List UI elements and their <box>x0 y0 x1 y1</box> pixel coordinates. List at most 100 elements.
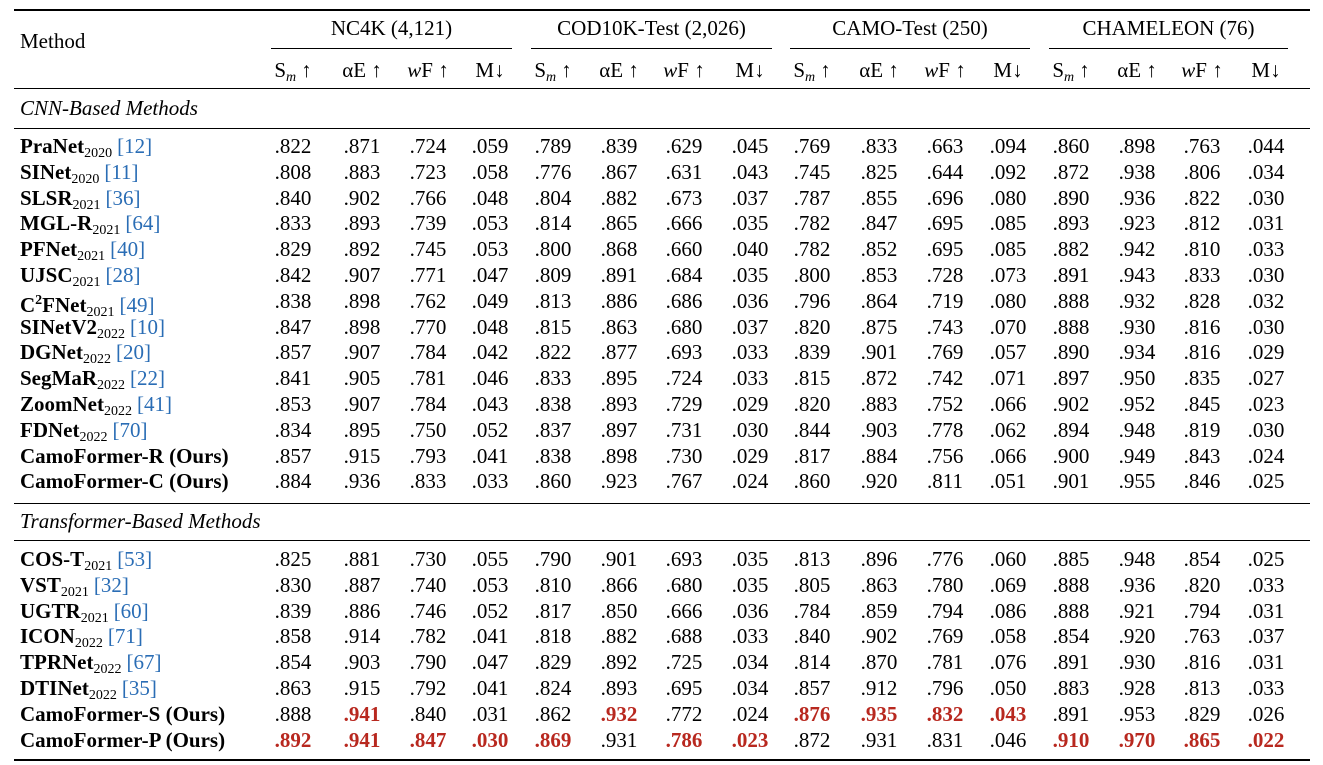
section-rule <box>14 540 1310 541</box>
metric-value: .666 <box>665 598 703 623</box>
metric-value: .897 <box>1052 366 1090 391</box>
metric-value: .794 <box>926 598 964 623</box>
metric-italic: w <box>924 58 939 82</box>
metric-value: .912 <box>860 676 898 700</box>
metric-value: .036 <box>731 288 769 313</box>
method-name: CamoFormer-S (Ours) <box>20 702 225 726</box>
metric-value: .893 <box>600 392 638 416</box>
metric-value: .858 <box>274 624 312 649</box>
header-rule <box>14 88 1310 89</box>
metric-value: .875 <box>860 314 898 339</box>
metric-value: .840 <box>793 624 831 649</box>
metric-value: .930 <box>1118 650 1156 675</box>
metric-value: .784 <box>409 340 447 365</box>
metric-value: .792 <box>409 676 447 700</box>
metric-value: .046 <box>471 366 509 391</box>
method-name: SINet2020 [11] <box>20 160 139 192</box>
metric-main: S <box>793 58 806 82</box>
metric-value: .903 <box>860 417 898 442</box>
metric-value: .750 <box>409 417 447 442</box>
metric-value: .789 <box>534 134 572 158</box>
metric-value: .932 <box>600 701 638 726</box>
metric-value: .030 <box>731 417 769 442</box>
metric-value: .890 <box>1052 340 1090 365</box>
metric-value: .884 <box>860 443 898 468</box>
metric-value: .898 <box>343 288 381 313</box>
metric-value: .680 <box>665 314 703 339</box>
metric-value: .813 <box>793 547 831 571</box>
metric-value: .854 <box>274 650 312 675</box>
metric-value: .923 <box>600 469 638 494</box>
metric-value: .888 <box>1052 314 1090 339</box>
method: COS-T <box>20 547 85 571</box>
citation: [49] <box>119 292 155 317</box>
metric-value: .833 <box>860 134 898 158</box>
metric-value: .902 <box>343 185 381 210</box>
method: CamoFormer-S (Ours) <box>20 701 226 726</box>
metric-header: αE ↑ <box>859 58 899 82</box>
citation: [40] <box>110 237 146 262</box>
metric-value: .891 <box>600 263 638 287</box>
metric-value: .853 <box>860 263 898 287</box>
method: C <box>20 292 36 317</box>
metric-value: .822 <box>534 340 572 365</box>
citation: [10] <box>130 314 165 339</box>
metric-value: .022 <box>1247 727 1285 752</box>
metric-value: .030 <box>1247 185 1285 210</box>
method-name: SegMaR2022 [22] <box>20 366 165 398</box>
metric-value: .846 <box>1183 469 1221 494</box>
metric-value: .829 <box>534 650 572 675</box>
metric-suffix: ↑ <box>820 58 831 82</box>
metric-value: .857 <box>793 676 831 700</box>
metric-value: .850 <box>600 598 638 623</box>
metric-value: .796 <box>793 288 831 313</box>
metric-value: .901 <box>1052 469 1090 494</box>
metric-value: .941 <box>343 727 381 752</box>
metric-value: .825 <box>274 547 312 571</box>
method-year: 2021 <box>72 197 101 213</box>
metric-value: .816 <box>1183 650 1221 675</box>
metric-value: .036 <box>731 598 769 623</box>
metric-value: .817 <box>534 598 572 623</box>
metric-value: .865 <box>600 211 638 236</box>
metric-main: S <box>1052 58 1065 82</box>
method: ZoomNet <box>20 392 104 416</box>
metric-value: .864 <box>860 288 898 313</box>
metric-header: αE ↑ <box>599 58 639 82</box>
metric-value: .902 <box>1052 392 1090 416</box>
metric-header: wF ↑ <box>1181 58 1222 82</box>
method-year: 2021 <box>80 610 109 626</box>
metric-value: .725 <box>665 650 703 675</box>
metric-value: .033 <box>731 366 769 391</box>
metric-header: αE ↑ <box>342 58 382 82</box>
method-name: ZoomNet2022 [41] <box>20 392 172 424</box>
metric-value: .845 <box>1183 392 1221 416</box>
metric-value: .887 <box>343 572 381 597</box>
metric-value: .024 <box>1247 443 1285 468</box>
metric-value: .860 <box>534 469 572 494</box>
metric-value: .930 <box>1118 314 1156 339</box>
metric-value: .800 <box>534 237 572 262</box>
metric-value: .833 <box>1183 263 1221 287</box>
metric-header: wF ↑ <box>407 58 448 82</box>
metric-value: .052 <box>471 417 509 442</box>
metric-value: .037 <box>1247 624 1285 649</box>
section-title: Transformer-Based Methods <box>20 509 261 533</box>
metric-value: .923 <box>1118 211 1156 236</box>
section-rule <box>14 503 1310 504</box>
metric-value: .730 <box>409 547 447 571</box>
citation: [41] <box>136 392 172 416</box>
section-title: CNN-Based Methods <box>20 96 198 120</box>
metric-value: .719 <box>926 288 964 313</box>
metric-value: .868 <box>600 237 638 262</box>
metric-value: .053 <box>471 237 509 262</box>
metric-value: .903 <box>343 650 381 675</box>
metric-value: .863 <box>860 572 898 597</box>
method-year: 2022 <box>93 662 122 678</box>
citation: [22] <box>130 366 165 391</box>
metric-value: .825 <box>860 159 898 184</box>
metric-value: .069 <box>989 572 1027 597</box>
metric-value: .820 <box>793 392 831 416</box>
metric-value: .031 <box>1247 650 1285 675</box>
